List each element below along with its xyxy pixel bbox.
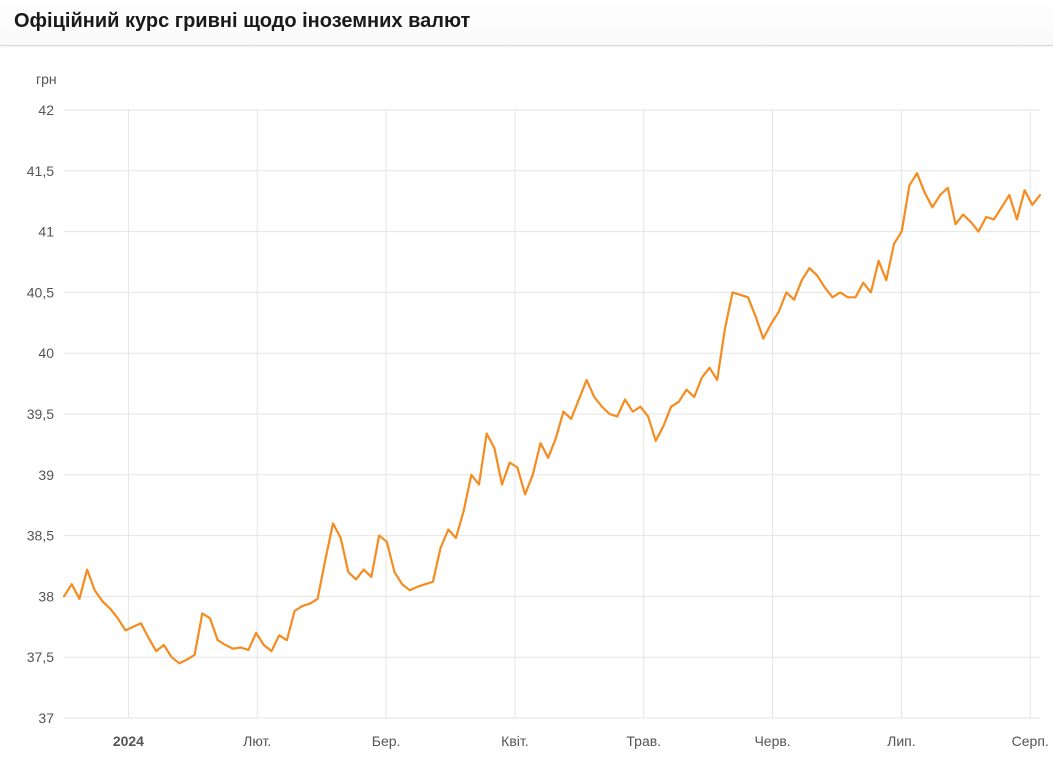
- svg-text:37,5: 37,5: [27, 649, 54, 665]
- svg-text:Бер.: Бер.: [372, 733, 401, 749]
- svg-text:40,5: 40,5: [27, 284, 54, 300]
- svg-text:грн: грн: [36, 71, 57, 87]
- svg-text:41: 41: [38, 224, 54, 240]
- svg-text:Серп.: Серп.: [1012, 733, 1049, 749]
- svg-text:2024: 2024: [113, 733, 144, 749]
- svg-text:Лип.: Лип.: [887, 733, 915, 749]
- svg-text:37: 37: [38, 710, 54, 726]
- chart-title: Офіційний курс гривні щодо іноземних вал…: [0, 0, 1053, 46]
- svg-text:39: 39: [38, 467, 54, 483]
- svg-text:42: 42: [38, 102, 54, 118]
- svg-text:Трав.: Трав.: [626, 733, 661, 749]
- exchange-rate-chart: 37 37,5 38 38,5 39 39,5 40 40,5 41 41,5 42 грн 2024 Л…: [0, 48, 1053, 767]
- svg-text:Лют.: Лют.: [243, 733, 271, 749]
- svg-text:Черв.: Черв.: [754, 733, 790, 749]
- svg-text:40: 40: [38, 345, 54, 361]
- svg-text:39,5: 39,5: [27, 406, 54, 422]
- svg-text:38,5: 38,5: [27, 528, 54, 544]
- chart-container: 37 37,5 38 38,5 39 39,5 40 40,5 41 41,5 42 грн 2024 Л…: [0, 48, 1053, 767]
- svg-text:38: 38: [38, 588, 54, 604]
- svg-text:Квіт.: Квіт.: [501, 733, 528, 749]
- page-root: Офіційний курс гривні щодо іноземних вал…: [0, 0, 1053, 767]
- svg-text:41,5: 41,5: [27, 163, 54, 179]
